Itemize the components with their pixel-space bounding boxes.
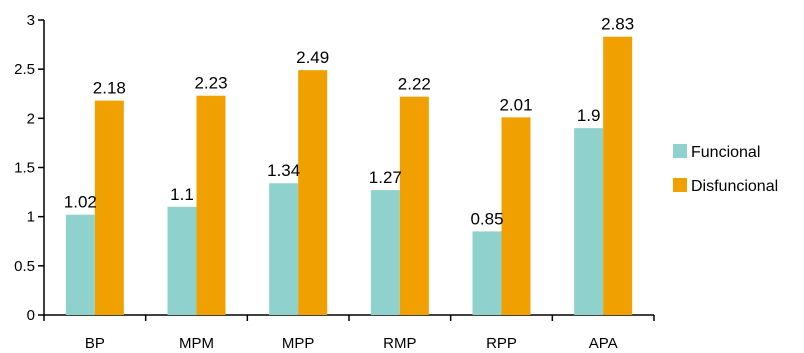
x-axis: BP MPM MPP RMP RPP APA: [43, 314, 655, 352]
bar: [298, 70, 328, 316]
bar: [574, 128, 604, 315]
y-tick-label: 2.5: [14, 61, 35, 78]
y-tick-label: 3: [27, 12, 35, 29]
data-label: 1.34: [267, 161, 300, 180]
bar: [472, 231, 502, 315]
x-tick-label: MPM: [179, 335, 214, 352]
bar: [65, 214, 95, 315]
data-labels: 1.02 2.18 1.1 2.23 1.34 2.49 1.27 2.22 0.85 2.01 1…: [64, 15, 634, 229]
x-tick-label: APA: [589, 335, 618, 352]
legend-swatch: [673, 144, 687, 158]
y-tick-label: 0: [27, 307, 35, 324]
data-label: 2.22: [398, 75, 431, 94]
data-label: 2.49: [296, 48, 329, 67]
y-tick-label: 2: [27, 110, 35, 127]
x-tick-label: RMP: [383, 335, 416, 352]
bar: [603, 36, 633, 315]
x-tick-label: MPP: [282, 335, 315, 352]
data-label: 1.9: [577, 106, 601, 125]
bar: [501, 117, 531, 315]
y-tick-label: 0.5: [14, 258, 35, 275]
legend-label: Funcional: [691, 144, 760, 161]
data-label: 2.83: [601, 15, 634, 34]
data-label: 1.1: [170, 185, 194, 204]
y-tick-label: 1.5: [14, 160, 35, 177]
data-label: 2.18: [93, 79, 126, 98]
bar: [269, 183, 299, 315]
bar: [196, 95, 226, 315]
y-axis: 0 0.5 1 1.5 2 2.5 3: [14, 12, 45, 324]
data-label: 1.27: [369, 168, 402, 187]
y-tick-label: 1: [27, 209, 35, 226]
data-label: 0.85: [470, 209, 503, 228]
bar: [94, 100, 124, 315]
legend: Funcional Disfuncional: [673, 144, 778, 195]
bar: [399, 96, 429, 315]
bar: [167, 206, 197, 315]
legend-swatch: [673, 178, 687, 192]
data-label: 2.01: [499, 95, 532, 114]
legend-label: Disfuncional: [691, 178, 778, 195]
bars: [65, 36, 633, 316]
x-tick-label: BP: [85, 335, 105, 352]
data-label: 2.23: [194, 74, 227, 93]
bar: [370, 190, 400, 315]
x-tick-label: RPP: [486, 335, 517, 352]
data-label: 1.02: [64, 193, 97, 212]
